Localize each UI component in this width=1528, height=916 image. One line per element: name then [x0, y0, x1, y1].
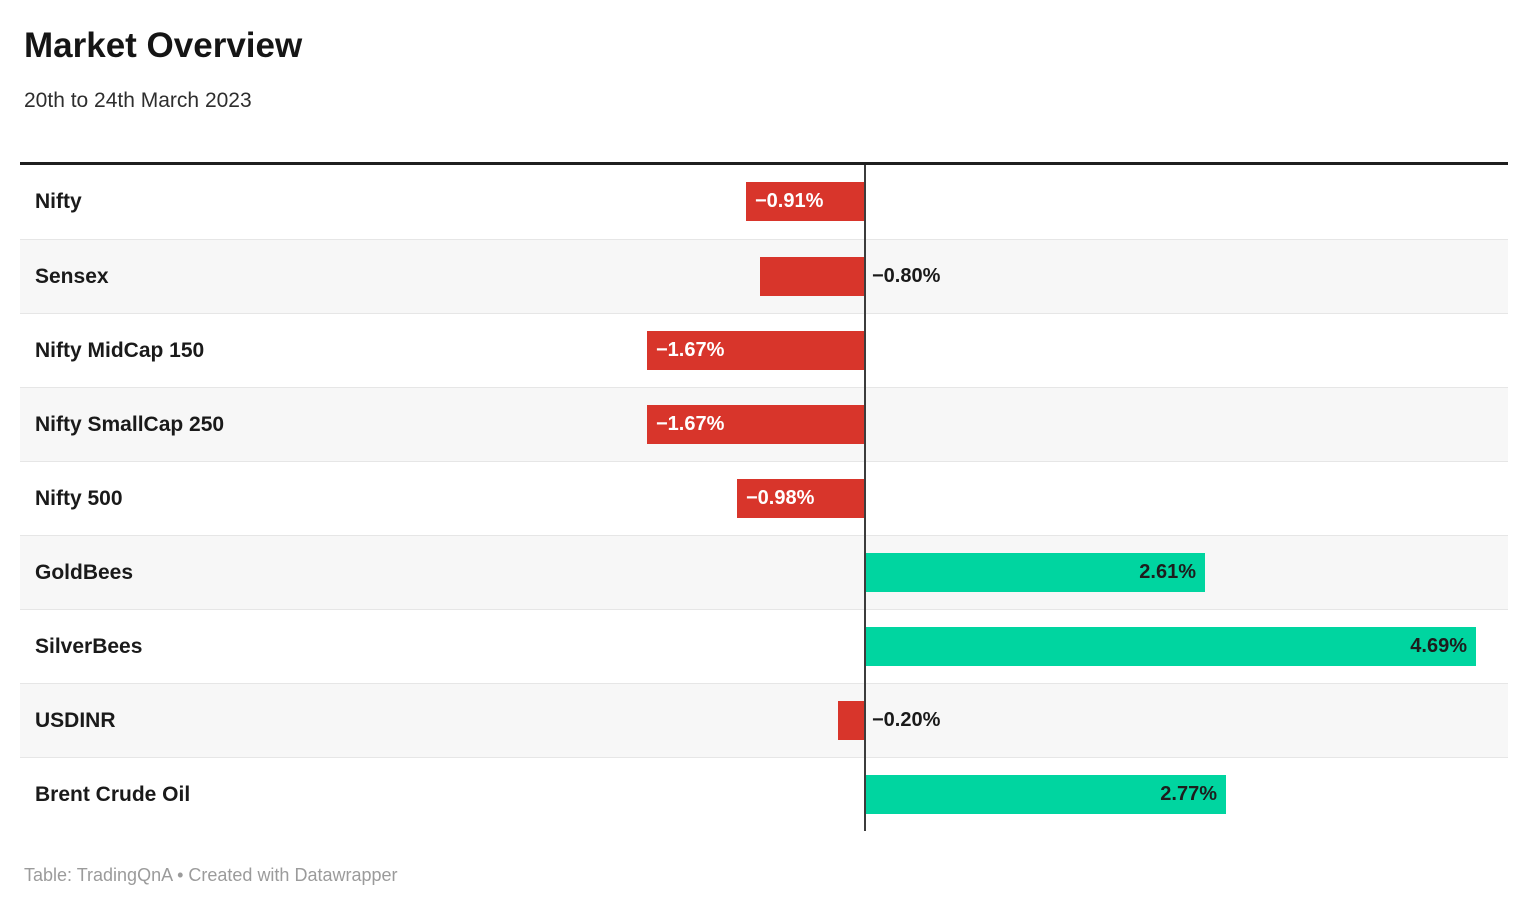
table-row-nifty: Nifty −0.91% [20, 165, 1508, 239]
table-row-nifty-500: Nifty 500 −0.98% [20, 461, 1508, 535]
chart-footer: Table: TradingQnA • Created with Datawra… [24, 865, 1504, 886]
table-row-usdinr: USDINR −0.20% [20, 683, 1508, 757]
table-row-silverbees: SilverBees 4.69% [20, 609, 1508, 683]
zero-baseline-axis [864, 165, 866, 831]
value-label: 2.77% [1160, 783, 1217, 805]
value-label: −1.67% [656, 339, 725, 361]
page-subtitle: 20th to 24th March 2023 [24, 89, 252, 112]
chart-rows: Nifty −0.91% Sensex −0.80% Nifty MidCap … [20, 165, 1508, 831]
chart-header: Market Overview 20th to 24th March 2023 [0, 0, 1528, 162]
bar: 2.61% [866, 553, 1205, 592]
bar: −1.67% [647, 405, 864, 444]
row-label: SilverBees [35, 634, 143, 658]
bar [760, 257, 864, 296]
value-label: −0.98% [746, 487, 815, 509]
value-label: −0.91% [755, 190, 824, 212]
bar: 4.69% [866, 627, 1476, 666]
bar-chart: Nifty −0.91% Sensex −0.80% Nifty MidCap … [20, 162, 1508, 831]
row-label: Nifty 500 [35, 486, 123, 510]
bar: −0.98% [737, 479, 864, 518]
row-label: Brent Crude Oil [35, 782, 191, 806]
value-label: 2.61% [1139, 561, 1196, 583]
row-label: USDINR [35, 708, 116, 732]
row-label: Nifty [35, 190, 82, 213]
bar: −1.67% [647, 331, 864, 370]
table-row-brent-crude-oil: Brent Crude Oil 2.77% [20, 757, 1508, 831]
bar: −0.91% [746, 182, 864, 221]
value-label: −0.80% [872, 265, 941, 287]
value-label: −0.20% [872, 709, 941, 731]
credit-text: Table: TradingQnA • Created with Datawra… [24, 865, 398, 885]
page-title: Market Overview [24, 26, 303, 65]
bar: 2.77% [866, 775, 1226, 814]
table-row-goldbees: GoldBees 2.61% [20, 535, 1508, 609]
table-row-nifty-smallcap-250: Nifty SmallCap 250 −1.67% [20, 387, 1508, 461]
value-label: 4.69% [1410, 635, 1467, 657]
table-row-sensex: Sensex −0.80% [20, 239, 1508, 313]
row-label: Nifty SmallCap 250 [35, 412, 225, 436]
bar [838, 701, 864, 740]
row-label: Sensex [35, 264, 109, 288]
row-label: Nifty MidCap 150 [35, 338, 205, 362]
row-label: GoldBees [35, 560, 134, 584]
value-label: −1.67% [656, 413, 725, 435]
table-row-nifty-midcap-150: Nifty MidCap 150 −1.67% [20, 313, 1508, 387]
